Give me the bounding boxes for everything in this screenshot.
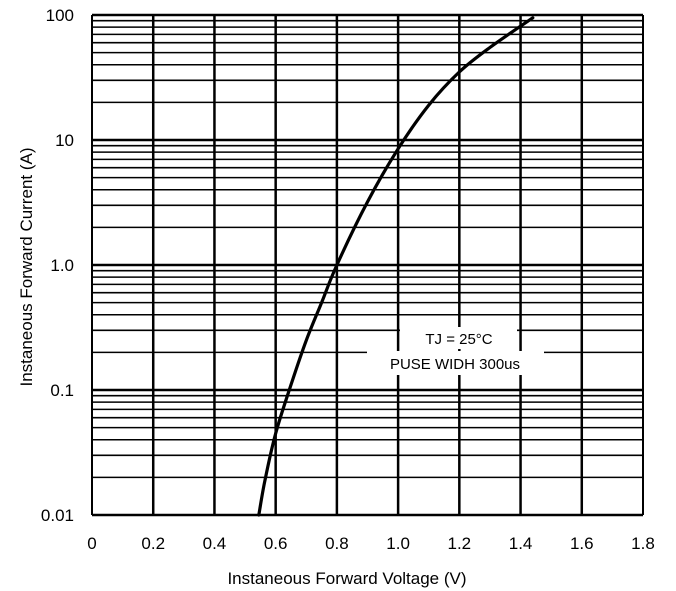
y-tick-label: 0.1 <box>50 381 74 400</box>
x-axis-title: Instaneous Forward Voltage (V) <box>227 569 466 588</box>
x-tick-label: 0.4 <box>203 534 227 553</box>
y-tick-label: 10 <box>55 131 74 150</box>
y-tick-label: 0.01 <box>41 506 74 525</box>
x-tick-label: 0.8 <box>325 534 349 553</box>
forward-curve-line <box>257 16 535 517</box>
grid-layer <box>91 13 644 517</box>
x-tick-label: 1.4 <box>509 534 533 553</box>
tick-label-layer: 0 0.2 0.4 0.6 0.8 1.0 1.2 1.4 1.6 1.8 0.01 0.1 1.0 10… <box>41 6 655 553</box>
y-axis-title: Instaneous Forward Current (A) <box>17 147 36 386</box>
series-layer <box>257 16 535 517</box>
x-tick-label: 1.8 <box>631 534 655 553</box>
y-tick-label: 1.0 <box>50 256 74 275</box>
x-tick-label: 0.6 <box>264 534 288 553</box>
y-tick-label: 100 <box>46 6 74 25</box>
x-tick-label: 1.2 <box>448 534 472 553</box>
x-tick-label: 1.0 <box>386 534 410 553</box>
annotation-bg-top <box>400 327 517 349</box>
x-tick-label: 1.6 <box>570 534 594 553</box>
annotation-bg-bottom <box>367 351 544 375</box>
annotation-temperature: TJ = 25°C <box>425 331 492 348</box>
x-tick-label: 0.2 <box>141 534 165 553</box>
annotation-pulse-width: PUSE WIDH 300us <box>390 356 520 373</box>
x-tick-label: 0 <box>87 534 96 553</box>
annotation-layer: TJ = 25°C PUSE WIDH 300us <box>367 327 544 375</box>
